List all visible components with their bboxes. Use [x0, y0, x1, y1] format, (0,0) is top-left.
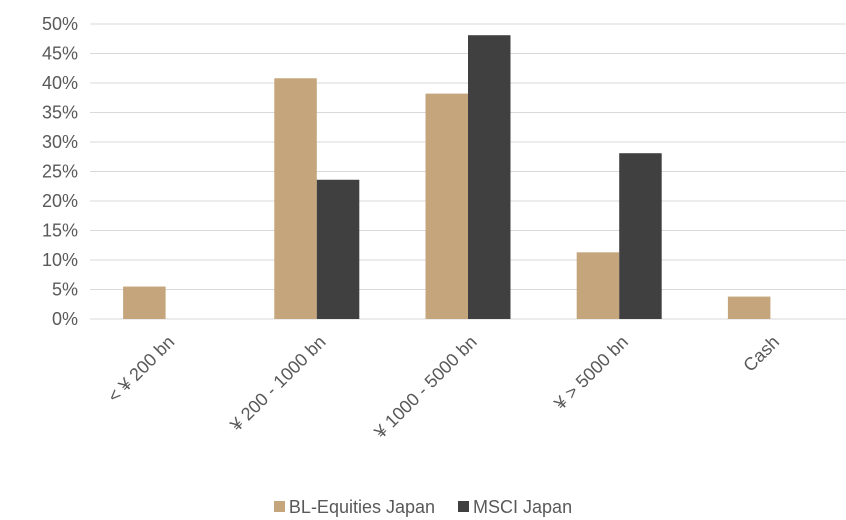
y-tick-label: 0% — [52, 309, 78, 329]
legend-label-bl-equities-japan: BL-Equities Japan — [288, 497, 436, 517]
y-tick-label: 15% — [42, 221, 78, 241]
bar-msci-japan — [316, 179, 360, 319]
x-tick-label: Cash — [739, 332, 783, 376]
y-tick-label: 45% — [42, 44, 78, 64]
x-tick-label: ¥ 200 - 1000 bn — [226, 332, 330, 436]
x-tick-label: ¥ > 5000 bn — [550, 332, 632, 414]
x-tick-label: < ¥ 200 bn — [104, 332, 179, 407]
bar-bl-equities-japan — [425, 93, 468, 320]
y-axis-tick-labels: 0% 5% 10% 15% 20% 25% 30% 35% 40% 45% 50% — [42, 14, 78, 329]
legend-item-bl-equities-japan: BL-Equities Japan — [273, 497, 436, 518]
bar-msci-japan — [468, 35, 511, 320]
legend: BL-Equities Japan MSCI Japan — [0, 497, 846, 518]
y-tick-label: 35% — [42, 103, 78, 123]
legend-label-msci-japan: MSCI Japan — [473, 497, 573, 517]
bar-bl-equities-japan — [576, 252, 620, 319]
bars — [123, 35, 771, 320]
y-tick-label: 10% — [42, 250, 78, 270]
y-tick-label: 25% — [42, 162, 78, 182]
legend-item-msci-japan: MSCI Japan — [458, 497, 572, 518]
legend-swatch-bl-equities-japan — [273, 500, 285, 512]
x-tick-label: ¥ 1000 - 5000 bn — [370, 332, 481, 443]
legend-swatch-msci-japan — [458, 500, 470, 512]
y-tick-label: 5% — [52, 280, 78, 300]
bar-msci-japan — [619, 153, 662, 319]
x-axis-tick-labels: < ¥ 200 bn ¥ 200 - 1000 bn ¥ 1000 - 5000 b… — [104, 332, 783, 443]
bar-bl-equities-japan — [727, 296, 771, 319]
y-tick-label: 30% — [42, 132, 78, 152]
y-tick-label: 50% — [42, 14, 78, 34]
bar-bl-equities-japan — [123, 286, 166, 319]
y-tick-label: 40% — [42, 73, 78, 93]
bar-bl-equities-japan — [274, 78, 317, 319]
y-tick-label: 20% — [42, 191, 78, 211]
